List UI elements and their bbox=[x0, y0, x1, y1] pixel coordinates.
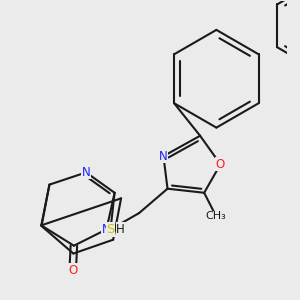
Text: N: N bbox=[102, 223, 111, 236]
Text: H: H bbox=[116, 223, 125, 236]
Text: O: O bbox=[216, 158, 225, 171]
Text: O: O bbox=[68, 264, 77, 277]
Text: N: N bbox=[159, 150, 168, 163]
Text: N: N bbox=[82, 166, 91, 179]
Text: S: S bbox=[106, 223, 115, 236]
Text: CH₃: CH₃ bbox=[206, 212, 226, 221]
